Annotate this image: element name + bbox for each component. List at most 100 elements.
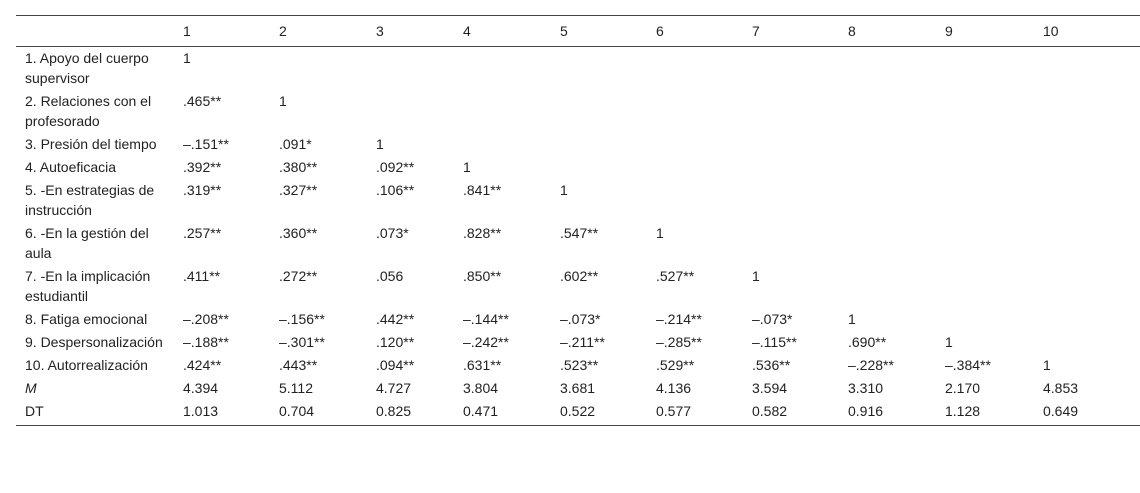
- header-cell-variable: [16, 15, 183, 47]
- table-cell: 2.170: [945, 380, 981, 396]
- table-cell: 0.582: [752, 400, 848, 426]
- table-cell: [945, 265, 1043, 308]
- table-cell: –.208**: [183, 311, 229, 327]
- table-cell: .091*: [279, 136, 312, 152]
- table-cell: [945, 47, 1043, 91]
- table-row: M 4.394 5.112 4.727 3.804 3.681 4.136 3.594 3.31…: [16, 377, 1140, 400]
- table-cell: [1043, 308, 1140, 331]
- table-cell: [279, 47, 376, 91]
- table-cell: .536**: [752, 357, 791, 373]
- table-cell: [752, 222, 848, 265]
- table-cell: –.301**: [279, 334, 325, 350]
- table-cell: .442**: [376, 311, 415, 327]
- table-cell: .631**: [463, 357, 502, 373]
- table-cell: [1043, 156, 1140, 179]
- table-cell: [945, 156, 1043, 179]
- table-cell: .073*: [376, 225, 409, 241]
- table-cell: .529**: [656, 357, 695, 373]
- table-cell: [848, 133, 945, 156]
- table-cell: [1043, 222, 1140, 265]
- row-label: 7. -En la implicación estudiantil: [25, 268, 151, 304]
- table-cell: [1043, 133, 1140, 156]
- table-row: 10. Autorrealización .424** .443** .094** .6…: [16, 354, 1140, 377]
- table-cell: [752, 179, 848, 222]
- table-cell: 1: [183, 50, 191, 66]
- header-cell-1: 1: [183, 15, 279, 47]
- table-cell: 1: [376, 136, 384, 152]
- table-cell: [752, 156, 848, 179]
- table-cell: –.211**: [560, 334, 605, 350]
- row-label: 1. Apoyo del cuerpo supervisor: [25, 50, 149, 86]
- header-cell-6: 6: [656, 15, 752, 47]
- table-cell: 0.825: [376, 400, 463, 426]
- table-cell: –.188**: [183, 334, 229, 350]
- table-cell: .850**: [463, 268, 502, 284]
- table-cell: .443**: [279, 357, 318, 373]
- table-cell: [752, 90, 848, 133]
- table-cell: .841**: [463, 182, 502, 198]
- table-cell: .523**: [560, 357, 599, 373]
- table-cell: 1: [656, 225, 664, 241]
- table-cell: –.156**: [279, 311, 325, 327]
- table-cell: .411**: [183, 268, 221, 284]
- row-label: 6. -En la gestión del aula: [25, 225, 149, 261]
- table-cell: [656, 47, 752, 91]
- row-label: 2. Relaciones con el profesorado: [25, 93, 152, 129]
- header-cell-2: 2: [279, 15, 376, 47]
- table-cell: 3.804: [463, 380, 499, 396]
- header-cell-9: 9: [945, 15, 1043, 47]
- table-cell: .547**: [560, 225, 599, 241]
- table-row: 2. Relaciones con el profesorado .465** 1: [16, 90, 1140, 133]
- header-cell-10: 10: [1043, 15, 1140, 47]
- table-cell: 3.310: [848, 380, 884, 396]
- table-cell: [848, 47, 945, 91]
- table-cell: 4.727: [376, 380, 412, 396]
- table-row: 8. Fatiga emocional –.208** –.156** .442** –…: [16, 308, 1140, 331]
- table-cell: .465**: [183, 93, 222, 109]
- table-cell: [848, 222, 945, 265]
- table-cell: [463, 47, 560, 91]
- table-cell: 0.649: [1043, 400, 1140, 426]
- table-cell: [656, 90, 752, 133]
- table-row: 3. Presión del tiempo –.151** .091* 1: [16, 133, 1140, 156]
- table-cell: –.151**: [183, 136, 229, 152]
- table-cell: [945, 133, 1043, 156]
- header-cell-4: 4: [463, 15, 560, 47]
- table-cell: [1043, 47, 1140, 91]
- table-cell: .092**: [376, 159, 415, 175]
- table-row: DT 1.013 0.704 0.825 0.471 0.522 0.577 0.582 0.9…: [16, 400, 1140, 426]
- table-cell: –.073*: [560, 311, 601, 327]
- row-label: 3. Presión del tiempo: [25, 136, 157, 152]
- table-cell: [656, 156, 752, 179]
- table-row: 7. -En la implicación estudiantil .411**.…: [16, 265, 1140, 308]
- table-cell: 3.594: [752, 380, 788, 396]
- correlation-table: 1 2 3 4 5 6 7 8 9 10 1. Apoyo del cuerpo…: [16, 15, 1140, 426]
- table-cell: –.115**: [752, 334, 797, 350]
- table-cell: [1043, 90, 1140, 133]
- table-cell: [560, 133, 656, 156]
- table-cell: 3.681: [560, 380, 596, 396]
- table-cell: [1043, 179, 1140, 222]
- table-cell: [848, 179, 945, 222]
- table-cell: 4.394: [183, 380, 219, 396]
- table-cell: 1: [945, 334, 953, 350]
- table-cell: 0.471: [463, 400, 560, 426]
- table-cell: 1.128: [945, 400, 1043, 426]
- table-cell: [376, 47, 463, 91]
- table-cell: [463, 133, 560, 156]
- table-cell: .319**: [183, 182, 222, 198]
- correlation-table-container: 1 2 3 4 5 6 7 8 9 10 1. Apoyo del cuerpo…: [16, 15, 1140, 426]
- table-cell: .380**: [279, 159, 318, 175]
- table-cell: 1: [752, 268, 760, 284]
- table-cell: 0.522: [560, 400, 656, 426]
- row-label: 5. -En estrategias de instrucción: [25, 182, 155, 218]
- table-cell: .257**: [183, 225, 222, 241]
- table-header: 1 2 3 4 5 6 7 8 9 10: [16, 15, 1140, 47]
- table-row: 1. Apoyo del cuerpo supervisor 1: [16, 47, 1140, 91]
- table-cell: –.228**: [848, 357, 894, 373]
- table-cell: [560, 47, 656, 91]
- table-cell: 0.916: [848, 400, 945, 426]
- table-cell: .424**: [183, 357, 222, 373]
- row-label: 9. Despersonalización: [25, 334, 163, 350]
- table-cell: .360**: [279, 225, 318, 241]
